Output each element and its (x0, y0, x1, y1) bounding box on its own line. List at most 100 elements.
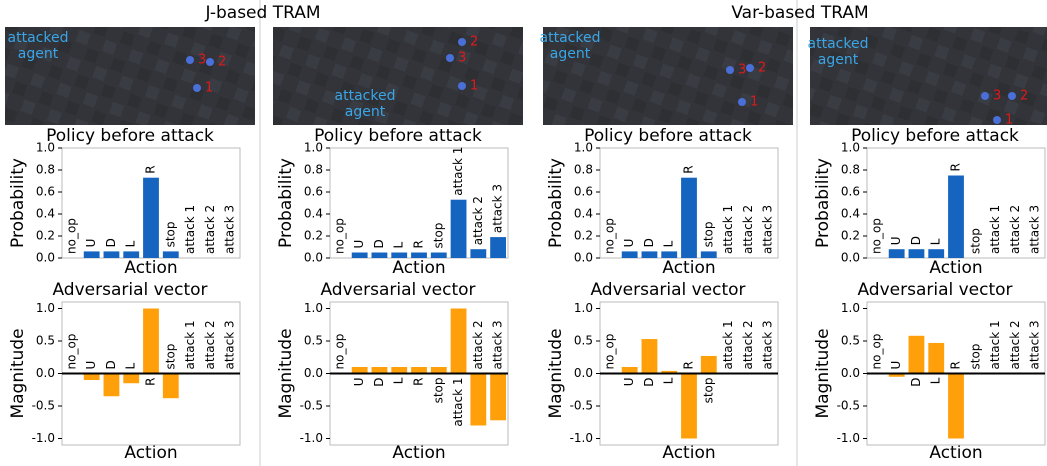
category-label: attack 3 (1028, 205, 1042, 254)
y-tick-label: 1.0 (841, 301, 860, 315)
y-tick-label: 0.0 (304, 366, 323, 380)
y-axis-label: Probability (813, 158, 833, 248)
category-label: attack 2 (741, 205, 755, 254)
unit-icon (993, 116, 1001, 124)
category-label: D (372, 378, 386, 387)
unit-icon (738, 98, 746, 106)
chart-title: Adversarial vector (590, 280, 745, 300)
chart-title: Policy before attack (314, 126, 482, 146)
y-axis-label: Probability (276, 158, 296, 248)
category-label: attack 1 (988, 320, 1002, 369)
bar (642, 251, 658, 258)
y-tick-label: 0.5 (36, 334, 55, 348)
bar (470, 374, 486, 426)
unit-label: 3 (738, 63, 746, 78)
chart-title: Policy before attack (851, 126, 1019, 146)
x-axis-label: Action (124, 443, 177, 463)
y-tick-label: 0.5 (841, 334, 860, 348)
chart-title: Adversarial vector (857, 280, 1012, 300)
y-tick-label: 0.0 (841, 251, 860, 265)
x-axis-label: Action (392, 258, 445, 278)
category-label: attack 3 (491, 184, 505, 233)
bar (104, 251, 120, 258)
bar (948, 176, 964, 259)
y-tick-label: 0.5 (574, 334, 593, 348)
figure: J-based TRAM Var-based TRAM 123attackeda… (0, 0, 1047, 466)
bar (411, 253, 427, 259)
y-tick-label: 1.0 (304, 141, 323, 155)
chart-title: Adversarial vector (320, 280, 475, 300)
y-tick-label: 0.0 (574, 366, 593, 380)
category-label: D (104, 360, 118, 369)
chart-title: Adversarial vector (52, 280, 207, 300)
unit-label: 1 (750, 95, 758, 110)
category-label: L (662, 377, 676, 384)
group-header: Var-based TRAM (731, 3, 868, 23)
bar (451, 309, 467, 374)
bar (431, 253, 447, 259)
category-label: no_op (602, 334, 616, 370)
y-axis-label: Magnitude (546, 328, 566, 418)
y-tick-label: -1.0 (32, 431, 55, 445)
y-axis-label: Magnitude (276, 328, 296, 418)
unit-icon (458, 82, 466, 90)
annotation: attacked (540, 30, 601, 46)
category-label: U (622, 378, 636, 387)
unit-icon (186, 56, 194, 64)
unit-icon (458, 38, 466, 46)
category-label: no_op (869, 218, 883, 254)
category-label: U (889, 361, 903, 370)
category-label: no_op (332, 334, 346, 370)
y-tick-label: 0.4 (841, 207, 860, 221)
category-label: U (889, 236, 903, 245)
category-label: attack 2 (1008, 320, 1022, 369)
annotation: agent (345, 104, 386, 120)
bar (143, 178, 159, 258)
y-tick-label: 0.8 (574, 163, 593, 177)
unit-label: 1 (470, 79, 478, 94)
y-tick-label: 0.6 (841, 185, 860, 199)
category-label: R (682, 165, 696, 173)
y-tick-label: 0.8 (304, 163, 323, 177)
category-label: no_op (64, 334, 78, 370)
unit-icon (1008, 92, 1016, 100)
category-label: D (642, 378, 656, 387)
y-tick-label: 1.0 (841, 141, 860, 155)
category-label: attack 1 (721, 320, 735, 369)
category-label: attack 1 (183, 205, 197, 254)
category-label: no_op (602, 218, 616, 254)
y-tick-label: 0.4 (36, 207, 55, 221)
unit-label: 2 (758, 61, 766, 76)
category-label: attack 3 (761, 205, 775, 254)
bar (909, 249, 925, 258)
category-label: stop (968, 344, 982, 370)
category-label: U (622, 239, 636, 248)
bar (948, 374, 964, 439)
y-tick-label: 1.0 (304, 301, 323, 315)
category-label: attack 3 (761, 320, 775, 369)
y-axis-label: Probability (546, 158, 566, 248)
bar (163, 374, 179, 399)
category-label: attack 1 (721, 205, 735, 254)
category-label: D (372, 239, 386, 248)
y-tick-label: -1.0 (300, 431, 323, 445)
category-label: attack 2 (471, 196, 485, 245)
category-label: stop (431, 378, 445, 404)
page: J-based TRAM Var-based TRAM 123attackeda… (0, 0, 1047, 466)
bar (163, 251, 179, 258)
unit-icon (193, 84, 201, 92)
annotation: attacked (808, 36, 869, 52)
category-label: no_op (332, 218, 346, 254)
category-label: attack 3 (1028, 320, 1042, 369)
chart-title: Policy before attack (46, 126, 214, 146)
bar (451, 200, 467, 258)
category-label: stop (163, 221, 177, 247)
x-axis-label: Action (929, 443, 982, 463)
y-tick-label: 0.6 (304, 185, 323, 199)
y-tick-label: 0.2 (574, 229, 593, 243)
category-label: attack 1 (451, 147, 465, 196)
category-label: L (124, 240, 138, 247)
bar (622, 251, 638, 258)
y-tick-label: 1.0 (36, 301, 55, 315)
bar (701, 251, 717, 258)
